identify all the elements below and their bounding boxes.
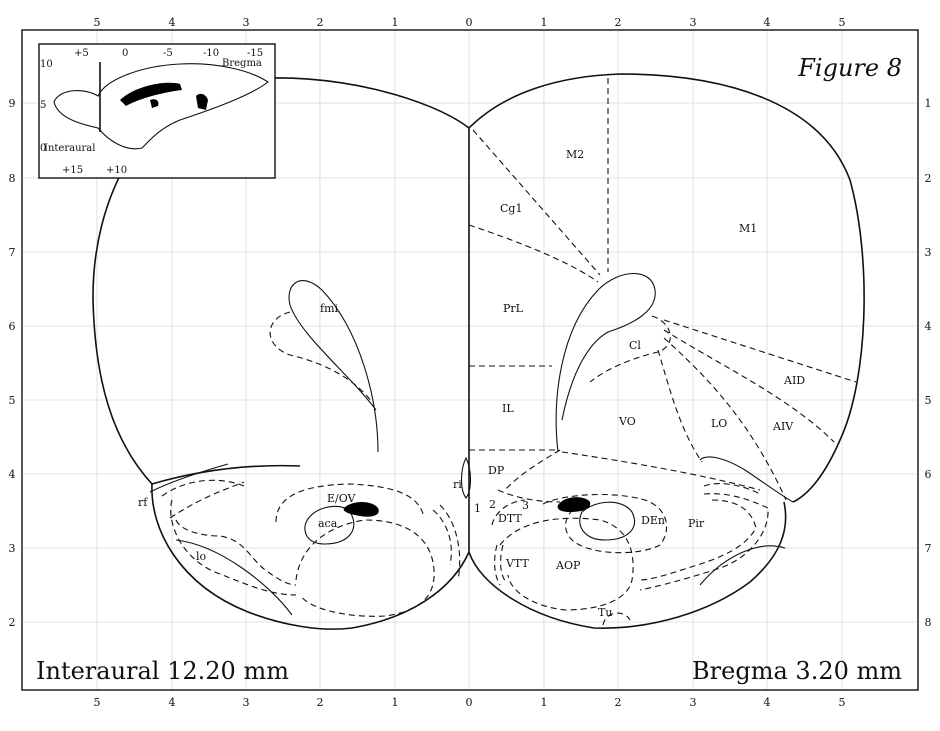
bottom-tick: 1	[392, 696, 399, 709]
region-labels: M2 Cg1 M1 PrL fmi Cl AID IL VO LO AIV DP…	[138, 148, 805, 619]
left-hemisphere	[92, 77, 470, 630]
inset-top-scale: -10	[203, 48, 219, 59]
bottom-tick: 2	[317, 696, 324, 709]
right-tick: 6	[925, 468, 932, 481]
top-tick: 3	[690, 16, 697, 29]
top-tick: 4	[169, 16, 176, 29]
bottom-tick: 2	[615, 696, 622, 709]
left-tick: 3	[9, 542, 16, 555]
inset-left-scale: 10	[40, 59, 53, 70]
label-tu: Tu	[598, 606, 612, 619]
label-m1: M1	[739, 222, 757, 235]
caption-bregma: Bregma 3.20 mm	[692, 657, 902, 685]
bottom-tick: 3	[243, 696, 250, 709]
label-cg1: Cg1	[500, 202, 522, 215]
top-tick: 1	[541, 16, 548, 29]
bottom-tick: 3	[690, 696, 697, 709]
label-layer-3: 3	[522, 499, 529, 512]
right-tick: 4	[925, 320, 932, 333]
ventral-left	[161, 479, 461, 617]
top-tick: 0	[466, 16, 473, 29]
top-tick: 3	[243, 16, 250, 29]
top-tick: 4	[764, 16, 771, 29]
top-tick: 5	[839, 16, 846, 29]
label-e-ov: E/OV	[327, 492, 357, 505]
label-aca: aca	[318, 517, 338, 530]
inset-top-scale: -5	[163, 48, 173, 59]
bottom-tick: 5	[94, 696, 101, 709]
right-tick: 1	[925, 97, 932, 110]
ventral-right	[491, 483, 786, 626]
inset-bottom-scale: +15	[62, 165, 83, 176]
label-den: DEn	[641, 514, 665, 527]
left-tick: 5	[9, 394, 16, 407]
label-m2: M2	[566, 148, 584, 161]
right-lateral-notch	[699, 456, 794, 503]
right-tick: 8	[925, 616, 932, 629]
label-vo: VO	[618, 415, 636, 428]
forceps-minor-left	[269, 280, 379, 453]
right-hemisphere	[468, 73, 865, 629]
label-cl: Cl	[629, 339, 641, 352]
top-tick: 5	[94, 16, 101, 29]
label-prl: PrL	[503, 302, 524, 315]
sagittal-inset: +5 0 -5 -10 -15 10 5 0 Bregma Interaural…	[38, 43, 276, 179]
left-tick: 8	[9, 172, 16, 185]
inset-left-scale: 0	[40, 143, 46, 154]
inset-bottom-scale: +10	[106, 165, 127, 176]
forceps-minor-right	[555, 272, 671, 453]
label-lo: LO	[711, 417, 727, 430]
top-axis: 5 4 3 2 1 0 1 2 3 4 5	[94, 16, 846, 29]
label-pir: Pir	[688, 517, 705, 530]
label-aop: AOP	[555, 559, 581, 572]
label-aiv: AIV	[772, 420, 794, 433]
left-tick: 2	[9, 616, 16, 629]
inset-interaural-label: Interaural	[44, 143, 95, 154]
bottom-tick: 1	[541, 696, 548, 709]
bottom-axis: 5 4 3 2 1 0 1 2 3 4 5	[94, 696, 846, 709]
right-tick: 3	[925, 246, 932, 259]
label-ri: ri	[453, 478, 462, 491]
top-tick: 2	[615, 16, 622, 29]
left-tick: 6	[9, 320, 16, 333]
left-tick: 7	[9, 246, 16, 259]
inset-top-scale: 0	[122, 48, 128, 59]
top-tick: 2	[317, 16, 324, 29]
bottom-tick: 4	[169, 696, 176, 709]
right-axis: 1 2 3 4 5 6 7 8	[925, 97, 932, 629]
plate-frame	[21, 29, 919, 691]
caption-interaural: Interaural 12.20 mm	[36, 657, 289, 685]
label-layer-2: 2	[489, 498, 496, 511]
right-tick: 7	[925, 542, 932, 555]
bottom-tick: 0	[466, 696, 473, 709]
bottom-tick: 4	[764, 696, 771, 709]
rhinal-structure	[149, 456, 472, 499]
label-aid: AID	[783, 374, 805, 387]
left-tick: 4	[9, 468, 16, 481]
left-axis: 9 8 7 6 5 4 3 2	[9, 97, 16, 629]
left-tick: 9	[9, 97, 16, 110]
bottom-tick: 5	[839, 696, 846, 709]
label-il: IL	[502, 402, 514, 415]
inset-bregma-label: Bregma	[222, 58, 262, 69]
label-rf: rf	[138, 496, 148, 509]
figure-label: Figure 8	[797, 54, 902, 82]
inset-left-scale: 5	[40, 100, 46, 111]
right-tick: 5	[925, 394, 932, 407]
right-subdivisions	[468, 78, 857, 501]
label-dtt: DTT	[498, 512, 522, 525]
inset-top-scale: +5	[74, 48, 89, 59]
label-dp: DP	[488, 464, 505, 477]
label-vtt: VTT	[505, 557, 529, 570]
top-tick: 1	[392, 16, 399, 29]
label-layer-1: 1	[474, 502, 481, 515]
right-tick: 2	[925, 172, 932, 185]
inset-top-scale: -15	[247, 48, 263, 59]
label-fmi: fmi	[320, 302, 339, 315]
label-lo-tract: lo	[196, 550, 207, 563]
